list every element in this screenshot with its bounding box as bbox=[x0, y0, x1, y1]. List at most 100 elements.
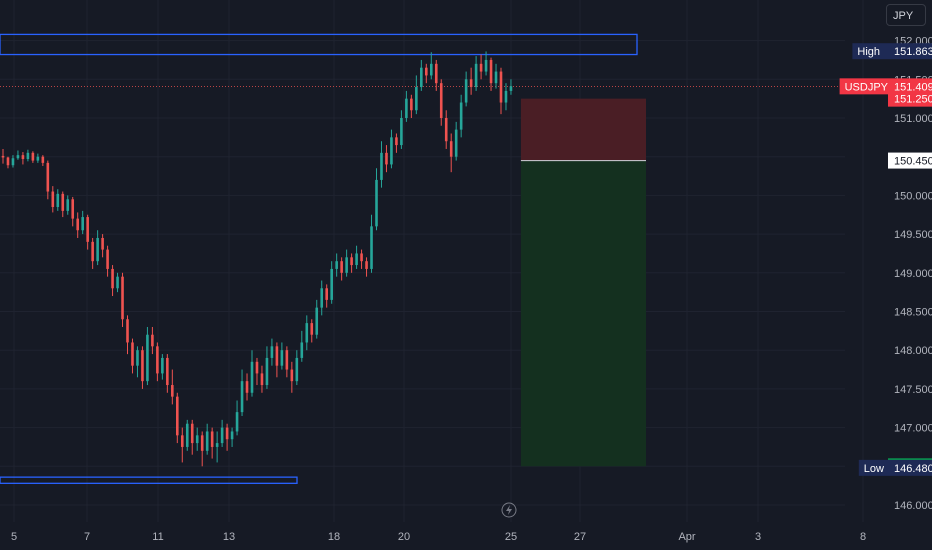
candle-body bbox=[310, 323, 314, 335]
candle-body bbox=[126, 319, 129, 343]
price-tick-label: 150.000 bbox=[894, 190, 932, 202]
candle-body bbox=[6, 157, 10, 166]
candle-body bbox=[225, 427, 229, 440]
take-profit-zone bbox=[520, 160, 646, 467]
time-tick-label: Apr bbox=[678, 531, 695, 543]
candle-body bbox=[439, 83, 443, 118]
price-tick-label: 148.000 bbox=[894, 345, 932, 357]
candle-body bbox=[250, 361, 254, 393]
stop-loss-zone bbox=[520, 98, 646, 161]
candle-body bbox=[121, 276, 124, 320]
currency-label[interactable]: JPY bbox=[886, 4, 926, 26]
candle-body bbox=[425, 67, 428, 76]
candle-body bbox=[151, 334, 154, 347]
candle-body bbox=[395, 137, 398, 146]
candle-body bbox=[479, 63, 483, 72]
candle-body bbox=[156, 346, 159, 374]
candle-body bbox=[215, 443, 219, 447]
candle-body bbox=[295, 357, 299, 382]
high-tag-value: 151.863 bbox=[894, 46, 932, 58]
candle-body bbox=[161, 357, 164, 374]
candle-body bbox=[71, 199, 75, 219]
candle-body bbox=[185, 423, 189, 447]
low-tag-value: 146.480 bbox=[894, 463, 932, 475]
low-tag-prefix-bg bbox=[858, 459, 888, 476]
candle-body bbox=[275, 346, 279, 366]
candle-body bbox=[255, 361, 259, 374]
candle-body bbox=[230, 431, 234, 440]
low-tag-prefix: Low bbox=[864, 463, 884, 475]
candle-body bbox=[469, 79, 473, 88]
candle-body bbox=[106, 249, 109, 269]
candle-body bbox=[26, 152, 30, 160]
time-tick-label: 7 bbox=[84, 531, 90, 543]
price-tick-label: 146.000 bbox=[894, 500, 932, 512]
entry-tag-value: 150.450 bbox=[894, 156, 932, 168]
candle-body bbox=[474, 63, 478, 88]
symbol-tag-prefix-bg bbox=[839, 78, 888, 95]
candle-body bbox=[290, 369, 294, 382]
candle-body bbox=[141, 350, 144, 382]
candle-body bbox=[111, 268, 114, 289]
stop-tag-value: 151.250 bbox=[894, 94, 932, 106]
candle-body bbox=[36, 156, 40, 161]
candle-body bbox=[21, 155, 25, 160]
zones-layer bbox=[0, 33, 845, 484]
time-axis[interactable]: 5 7 11 13 18 20 25 27 Apr 3 8 bbox=[11, 502, 866, 543]
time-tick-label: 8 bbox=[860, 531, 866, 543]
candle-body bbox=[350, 257, 353, 266]
candle-body bbox=[171, 385, 174, 397]
candle-body bbox=[320, 288, 324, 308]
candle-body bbox=[220, 427, 224, 444]
candle-body bbox=[449, 141, 453, 157]
candle-body bbox=[410, 98, 413, 111]
candle-body bbox=[400, 118, 403, 146]
candle-body bbox=[444, 118, 448, 142]
candle-body bbox=[235, 412, 239, 432]
lightning-icon bbox=[501, 502, 517, 518]
candle-body bbox=[340, 261, 343, 273]
candle-body bbox=[330, 268, 333, 300]
candle-body bbox=[31, 152, 35, 161]
candle-body bbox=[499, 71, 503, 103]
candle-body bbox=[300, 342, 304, 358]
candle-body bbox=[146, 334, 149, 382]
candle-body bbox=[405, 98, 408, 118]
candles-layer bbox=[1, 51, 513, 467]
candle-body bbox=[420, 67, 423, 88]
candle-body bbox=[46, 162, 50, 192]
time-tick-label: 27 bbox=[574, 531, 586, 543]
candle-body bbox=[41, 156, 45, 163]
candle-body bbox=[489, 59, 493, 84]
candle-body bbox=[131, 342, 134, 366]
candle-body bbox=[454, 129, 458, 157]
candle-body bbox=[260, 373, 264, 386]
candle-body bbox=[494, 71, 498, 84]
candle-body bbox=[365, 261, 368, 269]
candle-body bbox=[335, 261, 338, 269]
candle-body bbox=[136, 350, 139, 366]
candle-body bbox=[270, 346, 274, 358]
grid-lines bbox=[0, 0, 864, 522]
candle-body bbox=[180, 435, 184, 447]
stop-tag-bg bbox=[888, 90, 932, 107]
entry-tag-bg bbox=[888, 152, 932, 169]
candle-body bbox=[61, 193, 65, 211]
price-tick-label: 149.000 bbox=[894, 268, 932, 280]
candle-body bbox=[464, 79, 468, 103]
candle-body bbox=[86, 217, 89, 242]
candle-body bbox=[360, 253, 363, 262]
price-tick-label: 147.500 bbox=[894, 384, 932, 396]
candle-body bbox=[96, 237, 99, 262]
candle-body bbox=[375, 179, 378, 227]
time-tick-label: 20 bbox=[398, 531, 410, 543]
candle-body bbox=[116, 276, 119, 289]
candle-body bbox=[315, 307, 319, 335]
candle-body bbox=[176, 396, 179, 436]
price-tick-label: 148.500 bbox=[894, 307, 932, 319]
candle-body bbox=[51, 191, 55, 208]
candle-body bbox=[240, 381, 244, 413]
zone-support bbox=[0, 476, 298, 484]
candle-body bbox=[285, 350, 289, 370]
